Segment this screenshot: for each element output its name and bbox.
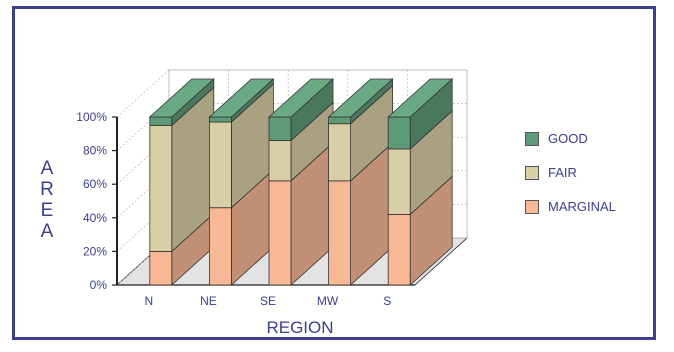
- bar-marginal-mw: [328, 180, 352, 286]
- legend-swatch: [525, 199, 539, 214]
- bar-marginal-n: [149, 250, 173, 286]
- legend-label: FAIR: [548, 165, 577, 180]
- y-tick-label: 80%: [83, 144, 107, 158]
- bar-top-mw: [327, 78, 394, 118]
- bar-marginal-ne: [208, 207, 232, 286]
- bar-top-se: [267, 78, 335, 118]
- legend-swatch: [525, 131, 539, 146]
- y-axis-title-letter: A: [40, 158, 54, 179]
- y-axis-title-letter: E: [40, 200, 54, 221]
- y-tick-label: 40%: [83, 211, 107, 225]
- bar-fair-n: [149, 125, 173, 252]
- legend-item-marginal: MARGINAL: [525, 198, 616, 215]
- x-tick-label: N: [144, 294, 153, 308]
- bar-good-se: [268, 116, 292, 141]
- legend-item-good: GOOD: [525, 130, 616, 147]
- legend-item-fair: FAIR: [525, 164, 616, 181]
- bar-good-n: [149, 116, 173, 126]
- y-tick-label: 100%: [76, 110, 107, 124]
- bar-fair-se: [268, 140, 292, 182]
- y-tick-label: 60%: [83, 177, 107, 191]
- y-tick-label: 20%: [83, 244, 107, 258]
- bar-top-s: [387, 78, 454, 118]
- legend-label: MARGINAL: [548, 199, 616, 214]
- legend-swatch: [525, 165, 539, 180]
- bar-top-n: [148, 78, 215, 118]
- bar-good-ne: [208, 116, 232, 123]
- y-axis-title-letter: R: [40, 179, 54, 200]
- bar-top-ne: [208, 78, 275, 118]
- bar-marginal-se: [268, 180, 292, 286]
- x-tick-label: MW: [317, 294, 339, 308]
- x-tick-label: NE: [200, 294, 217, 308]
- x-tick-label: S: [383, 294, 391, 308]
- bar-marginal-s: [387, 214, 411, 286]
- y-axis-title-letter: A: [40, 221, 54, 242]
- bar-fair-mw: [328, 123, 352, 182]
- bar-good-s: [387, 116, 411, 150]
- legend-label: GOOD: [548, 131, 588, 146]
- legend: GOOD FAIR MARGINAL: [525, 130, 616, 232]
- bar-good-mw: [328, 116, 352, 125]
- bar-fair-s: [387, 148, 411, 215]
- y-tick-label: 0%: [90, 278, 108, 292]
- x-axis-title: REGION: [266, 318, 334, 337]
- bar-fair-ne: [208, 121, 232, 209]
- x-tick-label: SE: [260, 294, 276, 308]
